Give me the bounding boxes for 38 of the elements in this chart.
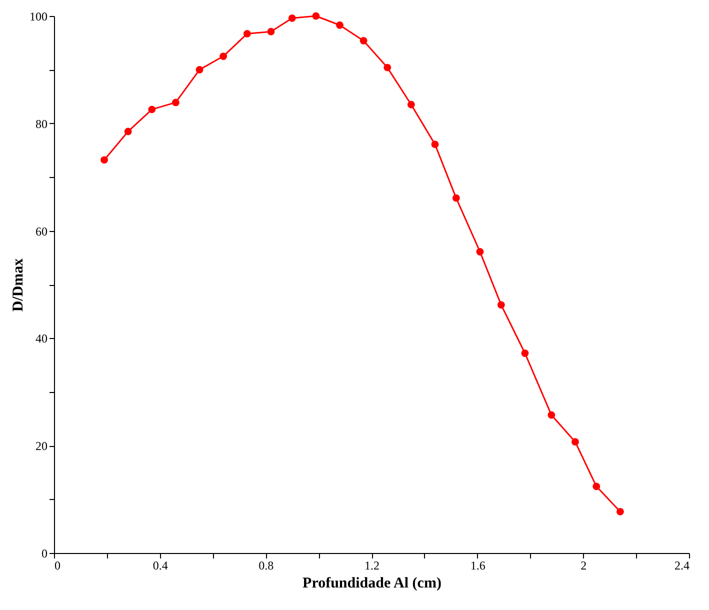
point bbox=[572, 438, 579, 446]
x-tick-label: 0.4 bbox=[152, 558, 168, 572]
y-axis-title: D/Dmax bbox=[10, 258, 26, 312]
point bbox=[267, 28, 275, 36]
point bbox=[360, 37, 368, 44]
point bbox=[548, 411, 556, 419]
x-tick-label: 1.2 bbox=[364, 558, 380, 572]
point bbox=[172, 98, 180, 106]
point bbox=[521, 350, 529, 357]
y-tick-label: 20 bbox=[36, 439, 48, 454]
point bbox=[336, 21, 344, 29]
x-tick-label: 0.8 bbox=[258, 558, 274, 572]
point bbox=[124, 128, 132, 136]
x-tick-label: 1.6 bbox=[470, 558, 486, 572]
y-tick-label: 100 bbox=[30, 10, 48, 24]
point bbox=[452, 194, 460, 202]
y-tick-label: 0 bbox=[42, 546, 48, 560]
point bbox=[407, 100, 415, 108]
point bbox=[476, 248, 484, 256]
point bbox=[312, 12, 320, 20]
point bbox=[196, 66, 204, 74]
point bbox=[616, 508, 624, 516]
y-tick-label: 60 bbox=[36, 224, 48, 238]
point bbox=[220, 52, 228, 60]
x-tick-label: 2 bbox=[580, 558, 587, 572]
point bbox=[148, 106, 156, 114]
point bbox=[100, 156, 108, 164]
point bbox=[288, 14, 296, 22]
point bbox=[431, 140, 439, 148]
point bbox=[592, 482, 600, 490]
x-tick-label: 0 bbox=[54, 558, 60, 572]
point bbox=[497, 301, 505, 309]
point bbox=[384, 64, 392, 72]
point bbox=[243, 30, 251, 38]
y-tick-label: 80 bbox=[36, 116, 48, 131]
x-axis-title: Profundidade Al (cm) bbox=[302, 576, 442, 592]
y-tick-label: 40 bbox=[36, 332, 48, 346]
x-tick-label: 2.4 bbox=[674, 558, 690, 572]
